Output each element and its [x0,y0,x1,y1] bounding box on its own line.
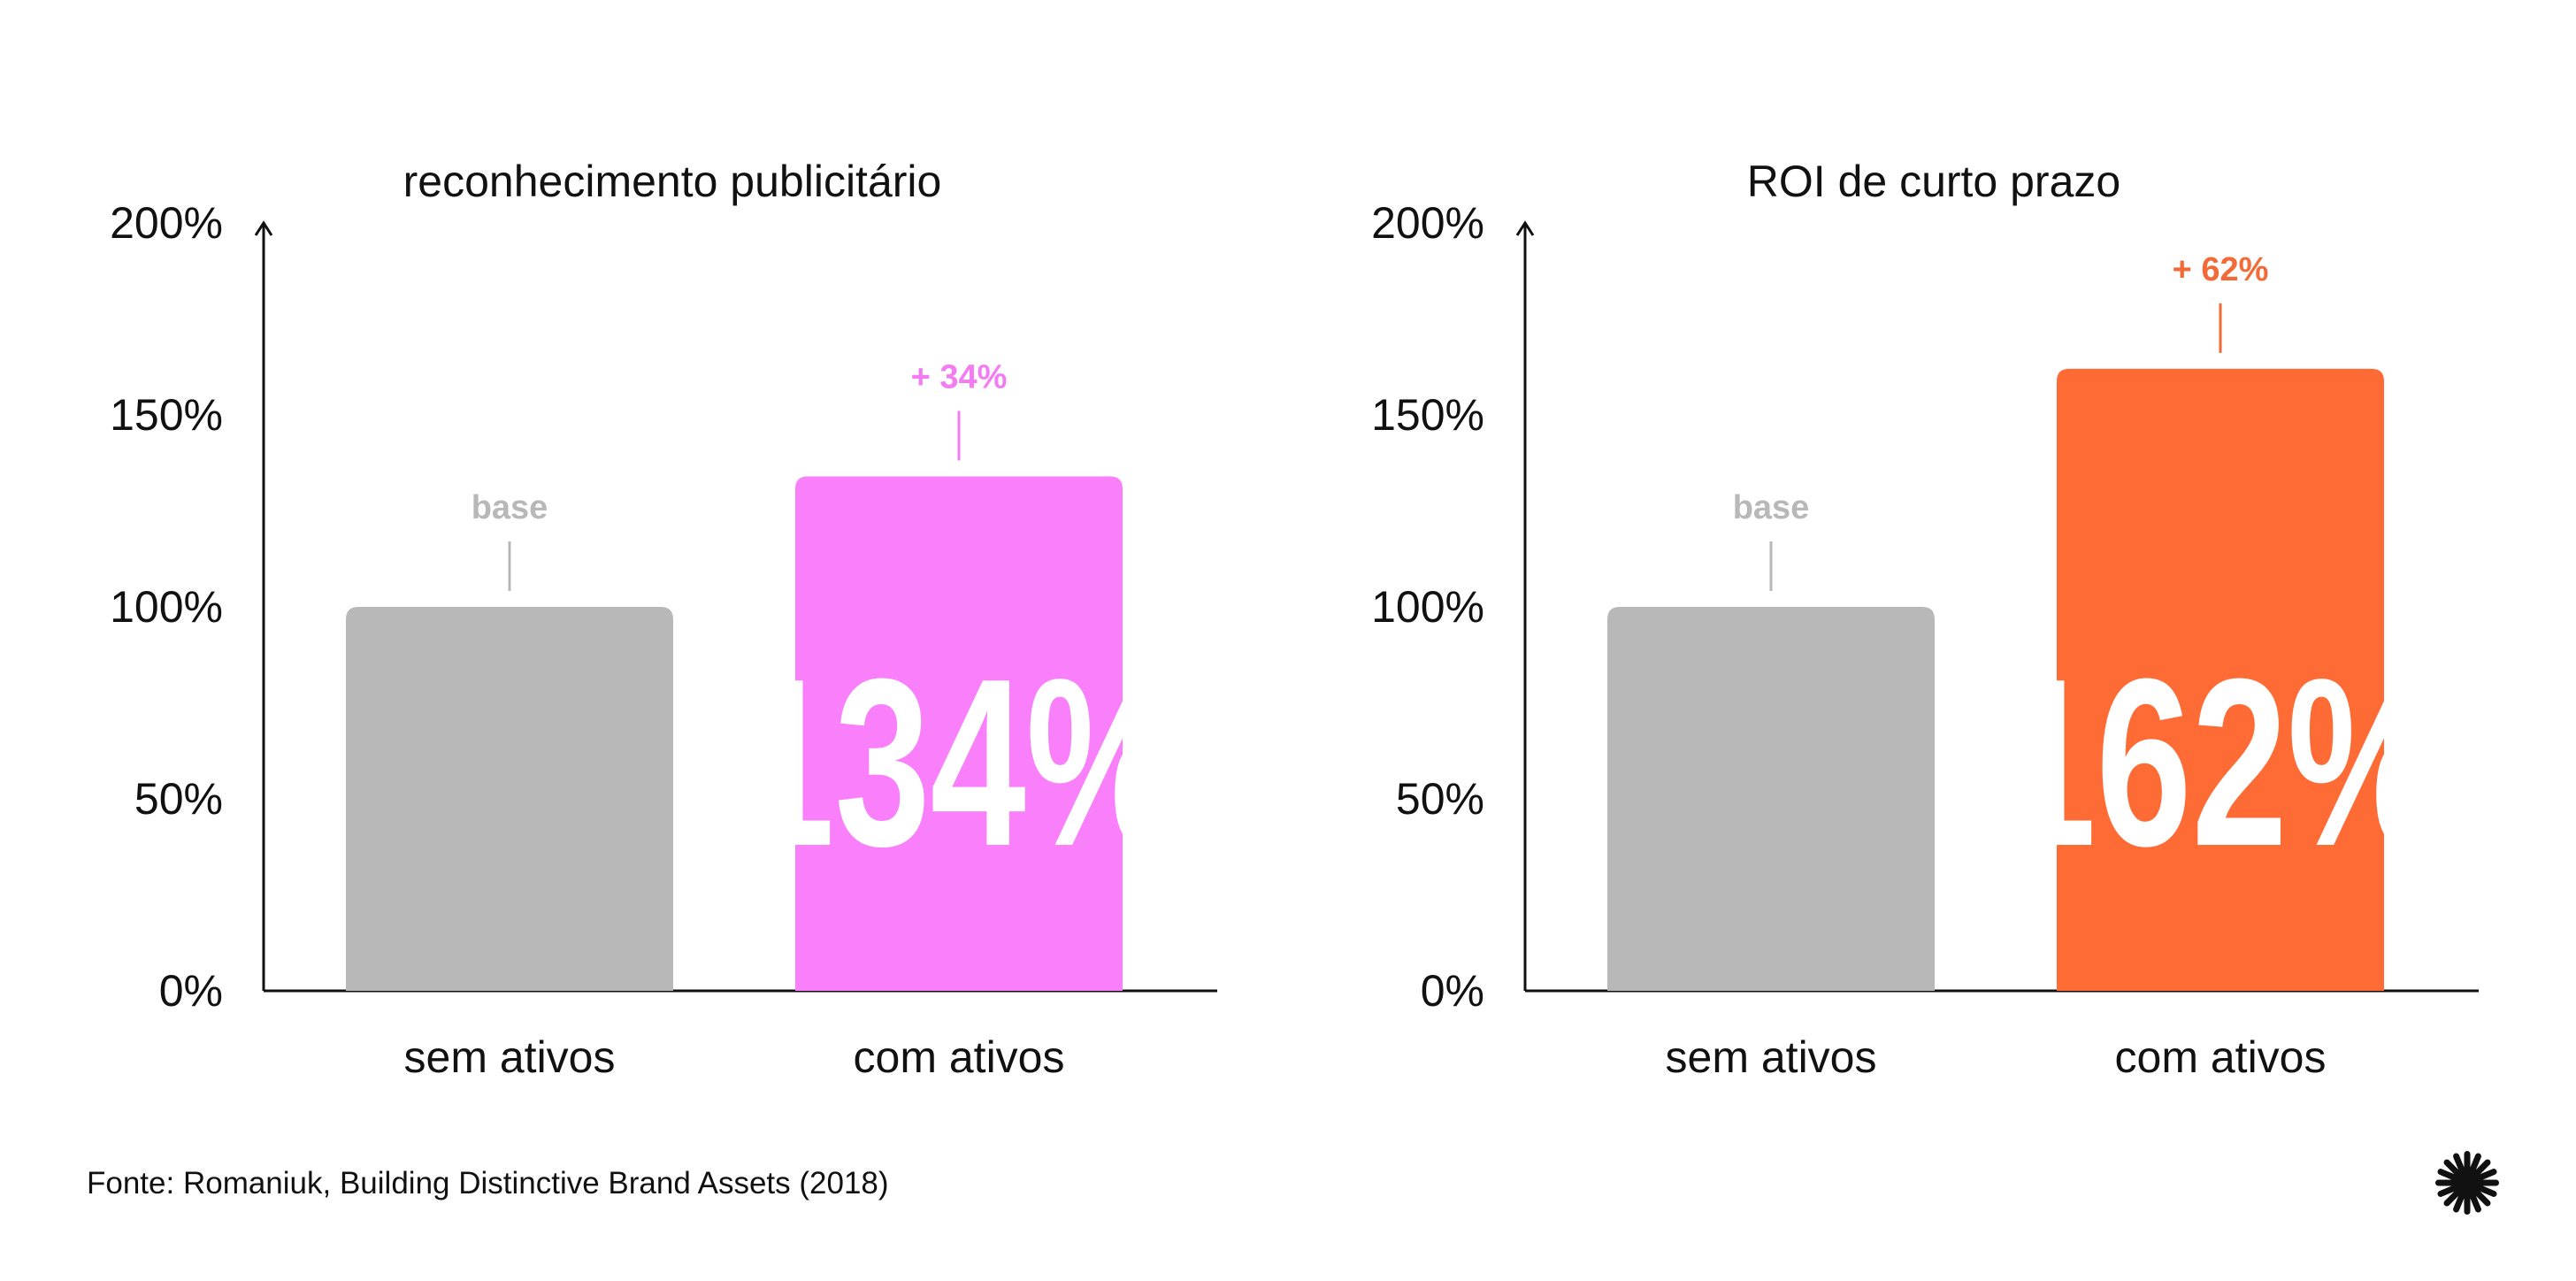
y-tick-label: 150% [110,390,223,440]
y-tick-label: 150% [1371,390,1484,440]
logo-ray [2472,1159,2491,1177]
logo-ray [2468,1190,2481,1213]
chart-2: ROI de curto prazo 0% 50% 100% 150% 200% base s… [1371,157,2479,1082]
logo-ray [2437,1169,2460,1182]
x-category-label: sem ativos [404,1032,616,1082]
y-tick-label: 200% [1371,198,1484,248]
bar-sem-ativos [346,607,673,991]
logo-ray [2474,1184,2497,1197]
logo-ray [2437,1184,2460,1197]
logo-ray [2453,1190,2466,1213]
y-tick-label: 100% [110,582,223,632]
bar-sem-ativos [1607,607,1935,991]
logo-ray [2476,1179,2499,1186]
logo-ray [2443,1188,2462,1207]
y-tick-label: 0% [159,966,223,1016]
annotation-label: + 34% [911,358,1008,395]
logo-ray [2472,1188,2491,1207]
y-tick-label: 200% [110,198,223,248]
bar-value-label: 134% [739,629,1178,896]
chart-1: reconhecimento publicitário 0% 50% 100% 150%… [110,157,1217,1082]
y-tick-label: 50% [1396,774,1484,824]
y-axis-arrow [254,220,273,236]
y-tick-label: 0% [1421,966,1484,1016]
bar-com-ativos [2057,368,2384,991]
logo-ray [2474,1169,2497,1182]
logo-ray [2464,1151,2471,1174]
annotation-label: + 62% [2173,251,2269,288]
annotation-label: base [1733,489,1810,526]
x-category-label: com ativos [854,1032,1065,1082]
y-tick-label: 100% [1371,582,1484,632]
logo-ray [2453,1153,2466,1176]
bar-value-label: 162% [2000,629,2440,896]
x-category-label: sem ativos [1666,1032,1877,1082]
logo-ray [2464,1192,2471,1215]
logo-ray [2435,1179,2458,1186]
logo-ray [2468,1153,2481,1176]
y-axis-arrow [1515,220,1535,236]
source-note: Fonte: Romaniuk, Building Distinctive Br… [87,1166,889,1200]
chart-title: ROI de curto prazo [1747,157,2120,206]
x-category-label: com ativos [2115,1032,2327,1082]
logo-ray [2443,1159,2462,1177]
bar-com-ativos [795,476,1123,991]
annotation-label: base [472,489,548,526]
starburst-logo-icon [2435,1151,2499,1215]
chart-title: reconhecimento publicitário [403,157,942,206]
y-tick-label: 50% [134,774,223,824]
